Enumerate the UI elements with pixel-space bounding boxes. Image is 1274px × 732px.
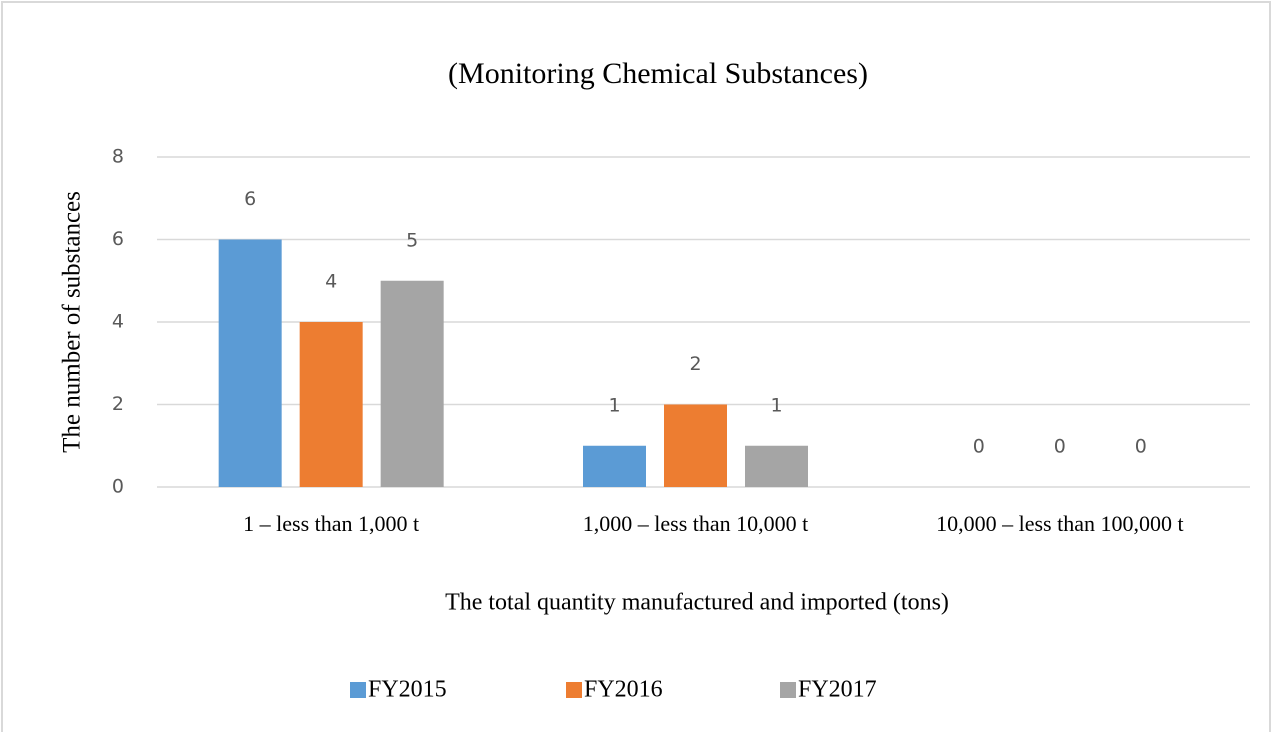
data-label: 5	[406, 229, 418, 251]
x-tick-label: 10,000 – less than 100,000 t	[936, 511, 1184, 536]
data-label: 1	[608, 394, 620, 416]
legend-label: FY2017	[798, 677, 877, 703]
bar	[745, 445, 808, 487]
y-tick-label: 4	[112, 311, 124, 333]
legend-swatch	[566, 682, 582, 698]
x-axis-title: The total quantity manufactured and impo…	[445, 590, 949, 616]
data-label: 6	[244, 188, 256, 210]
x-tick-label: 1 – less than 1,000 t	[243, 511, 419, 536]
y-axis-title: The number of substances	[59, 191, 86, 453]
data-label: 0	[1054, 436, 1066, 458]
legend-swatch	[780, 682, 796, 698]
bar	[380, 280, 444, 487]
legend-label: FY2015	[368, 677, 447, 703]
data-label: 2	[689, 353, 701, 375]
data-label: 4	[325, 271, 337, 293]
data-label: 0	[973, 436, 985, 458]
data-label: 1	[770, 394, 782, 416]
bar	[218, 239, 282, 487]
y-tick-label: 6	[112, 228, 124, 250]
bar	[299, 322, 363, 487]
data-label: 0	[1135, 436, 1147, 458]
bar	[583, 445, 646, 487]
y-tick-label: 2	[112, 393, 124, 415]
legend-label: FY2016	[584, 677, 663, 703]
y-tick-label: 8	[112, 146, 124, 168]
chart-title: (Monitoring Chemical Substances)	[448, 57, 868, 90]
legend-swatch	[350, 682, 366, 698]
y-tick-label: 0	[112, 476, 124, 498]
x-tick-label: 1,000 – less than 10,000 t	[583, 511, 809, 536]
bar	[664, 404, 727, 487]
